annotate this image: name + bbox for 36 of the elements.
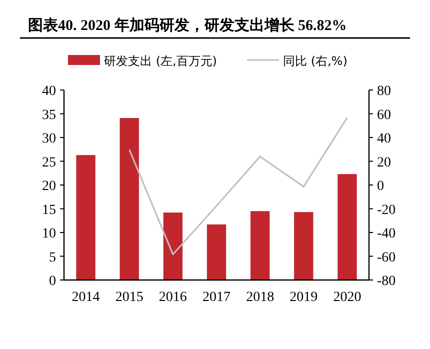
y-tick-label: 5 xyxy=(49,250,56,266)
bar xyxy=(338,174,357,280)
y2-tick-label: -20 xyxy=(377,202,396,218)
x-tick-label: 2019 xyxy=(290,290,318,305)
y2-tick-label: 60 xyxy=(377,108,391,123)
chart-title: 图表40. 2020 年加码研发，研发支出增长 56.82% xyxy=(28,17,347,34)
bar xyxy=(163,212,183,280)
bar xyxy=(206,224,226,280)
y2-tick-label: 40 xyxy=(377,132,391,146)
y2-tick-label: 20 xyxy=(377,155,391,170)
bar xyxy=(294,212,314,280)
x-tick-label: 2020 xyxy=(333,290,362,305)
y-tick-label: 35 xyxy=(42,108,56,123)
line-series xyxy=(128,116,348,256)
bar xyxy=(76,155,96,280)
x-tick-label: 2016 xyxy=(158,290,187,305)
y-tick-label: 20 xyxy=(42,179,56,194)
y2-tick-label: 0 xyxy=(377,179,384,194)
x-tick-label: 2015 xyxy=(115,290,144,305)
y2-tick-label: -80 xyxy=(377,274,396,289)
y-tick-label: 25 xyxy=(42,155,56,170)
y-tick-label: 40 xyxy=(42,84,56,99)
y2-tick-label: -60 xyxy=(377,250,396,266)
y-tick-label: 0 xyxy=(49,274,56,289)
y2-tick-label: 80 xyxy=(377,84,391,99)
y-tick-label: 15 xyxy=(42,202,56,218)
x-tick-label: 2017 xyxy=(202,290,230,305)
bar xyxy=(120,118,139,280)
x-tick-label: 2014 xyxy=(72,290,100,305)
legend-label: 同比 (右,%) xyxy=(283,54,348,68)
x-tick-label: 2018 xyxy=(246,290,274,305)
y-tick-label: 10 xyxy=(42,226,56,242)
bar xyxy=(250,211,270,280)
y2-tick-label: -40 xyxy=(377,226,396,242)
legend-label: 研发支出 (左,百万元) xyxy=(104,54,217,68)
y-tick-label: 30 xyxy=(42,132,56,146)
